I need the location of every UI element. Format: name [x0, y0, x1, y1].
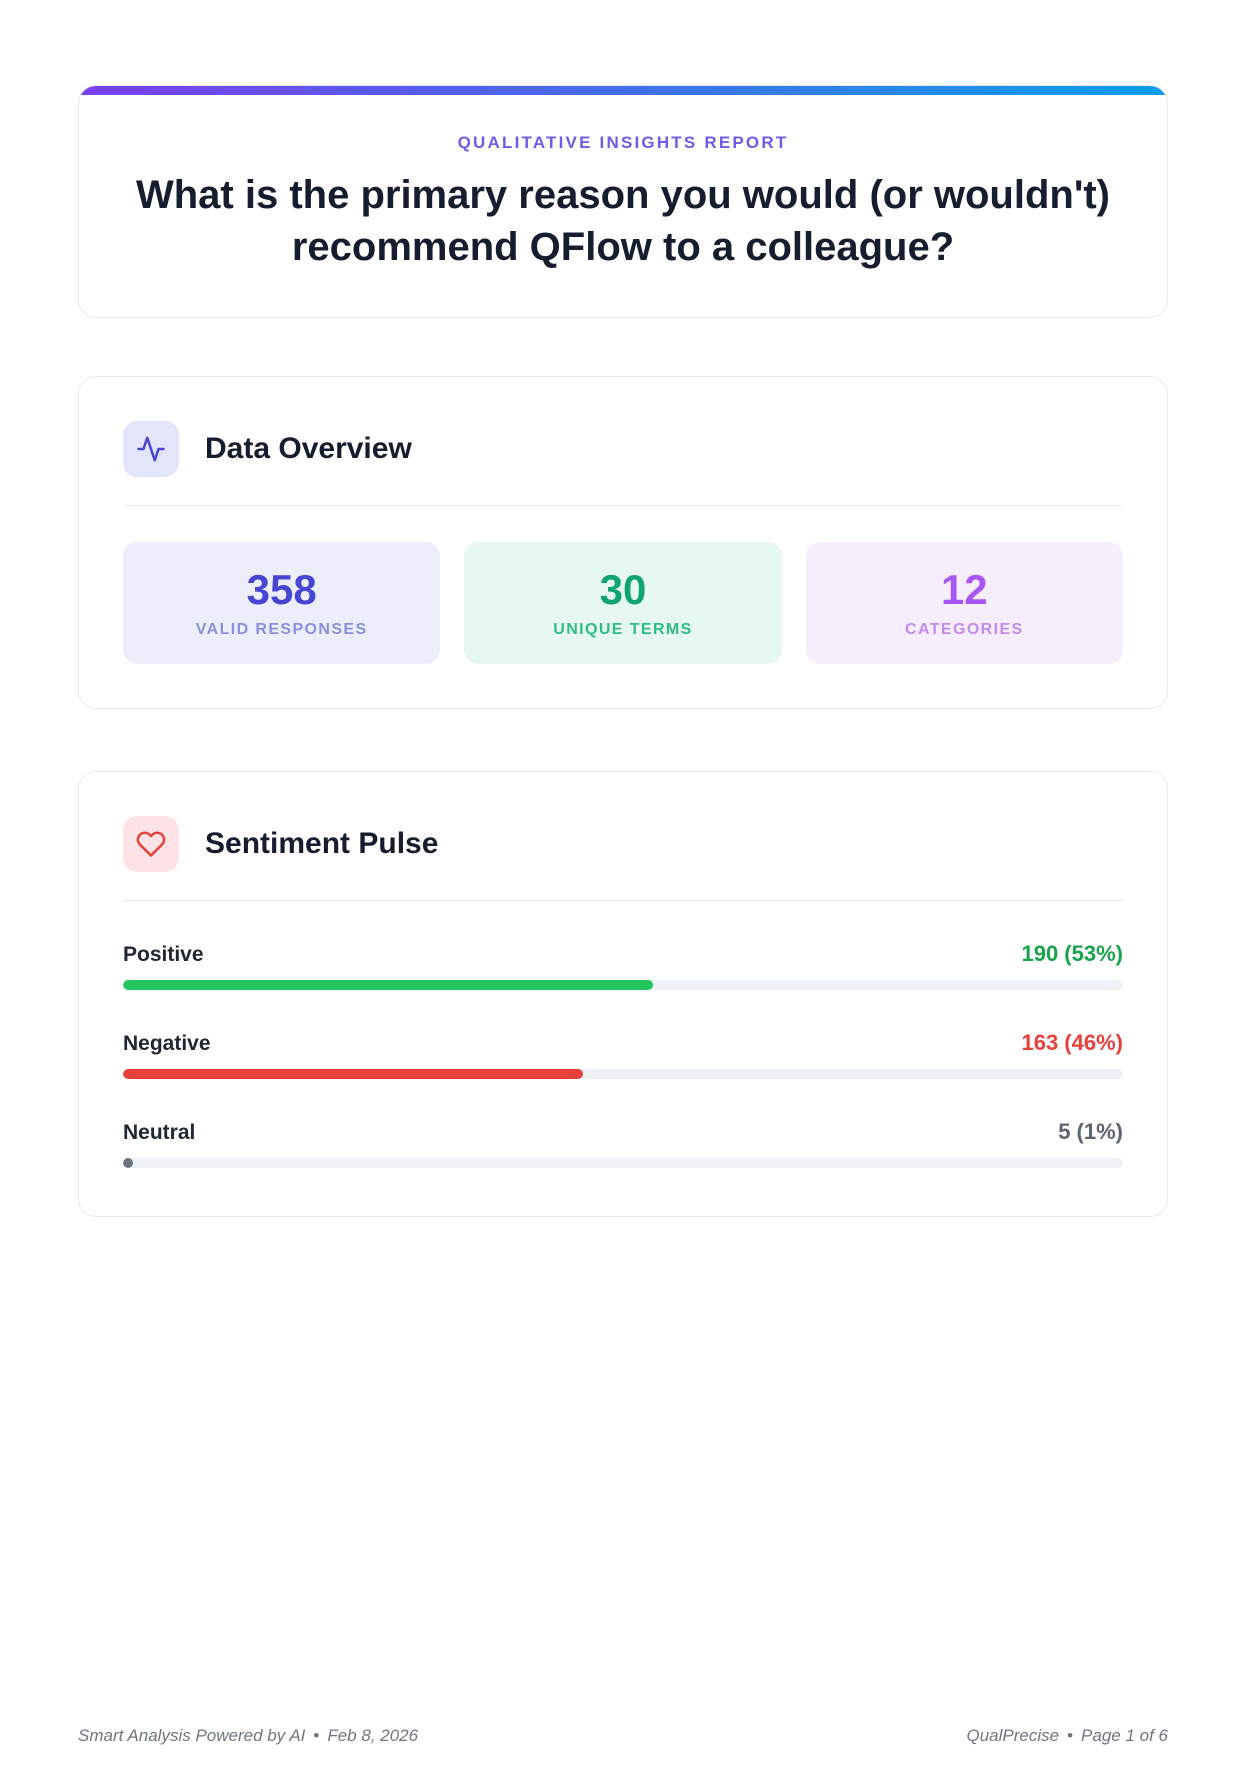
section-divider [123, 900, 1123, 901]
footer-right: QualPrecise • Page 1 of 6 [966, 1726, 1168, 1746]
report-question-title: What is the primary reason you would (or… [135, 173, 1110, 269]
stat-label: VALID RESPONSES [195, 621, 368, 638]
sentiment-header: Sentiment Pulse [123, 816, 1123, 872]
page-footer: Smart Analysis Powered by AI • Feb 8, 2026… [78, 1726, 1168, 1746]
activity-pulse-icon [123, 421, 179, 477]
stat-value: 358 [246, 566, 317, 613]
report-eyebrow: QUALITATIVE INSIGHTS REPORT [457, 133, 789, 152]
sentiment-pulse-card: Sentiment Pulse Positive 190 (53%) Negat… [78, 771, 1168, 1217]
sentiment-value: 163 (46%) [1021, 1030, 1123, 1055]
sentiment-label: Positive [123, 943, 204, 966]
sentiment-bar-track [123, 980, 1123, 990]
sentiment-value: 5 (1%) [1058, 1119, 1123, 1144]
section-divider [123, 505, 1123, 506]
sentiment-bar-track [123, 1069, 1123, 1079]
data-overview-card: Data Overview 358 VALID RESPONSES 30 UNI… [78, 376, 1168, 709]
heart-icon [123, 816, 179, 872]
footer-separator: • [1067, 1726, 1074, 1745]
stat-categories: 12 CATEGORIES [805, 542, 1123, 664]
footer-date: Feb 8, 2026 [327, 1726, 419, 1745]
footer-page-number: Page 1 of 6 [1081, 1726, 1168, 1745]
footer-brand: Smart Analysis Powered by AI [78, 1726, 306, 1745]
sentiment-title: Sentiment Pulse [205, 827, 439, 860]
stat-valid-responses: 358 VALID RESPONSES [123, 542, 441, 664]
stat-value: 12 [940, 566, 988, 613]
sentiment-value: 190 (53%) [1021, 941, 1123, 966]
sentiment-bar-fill [123, 980, 653, 990]
sentiment-bar-fill [123, 1069, 583, 1079]
stat-label: UNIQUE TERMS [553, 621, 693, 638]
sentiment-label: Negative [123, 1032, 211, 1055]
sentiment-bar-fill [123, 1158, 133, 1168]
gradient-top-bar [79, 86, 1167, 95]
footer-product: QualPrecise [966, 1726, 1060, 1745]
footer-left: Smart Analysis Powered by AI • Feb 8, 2026 [78, 1726, 418, 1746]
stat-value: 30 [599, 566, 647, 613]
data-overview-header: Data Overview [123, 421, 1123, 477]
sentiment-bar-track [123, 1158, 1123, 1168]
sentiment-row-negative: Negative 163 (46%) [123, 1030, 1123, 1079]
stat-unique-terms: 30 UNIQUE TERMS [464, 542, 782, 664]
stat-label: CATEGORIES [905, 621, 1024, 638]
sentiment-rows: Positive 190 (53%) Negative 163 (46%) [123, 941, 1123, 1168]
footer-separator: • [313, 1726, 320, 1745]
data-overview-title: Data Overview [205, 432, 412, 465]
stats-row: 358 VALID RESPONSES 30 UNIQUE TERMS 12 C… [123, 542, 1123, 664]
sentiment-label: Neutral [123, 1121, 196, 1144]
report-header-card: QUALITATIVE INSIGHTS REPORT What is the … [78, 85, 1168, 318]
sentiment-row-positive: Positive 190 (53%) [123, 941, 1123, 990]
sentiment-row-neutral: Neutral 5 (1%) [123, 1119, 1123, 1168]
